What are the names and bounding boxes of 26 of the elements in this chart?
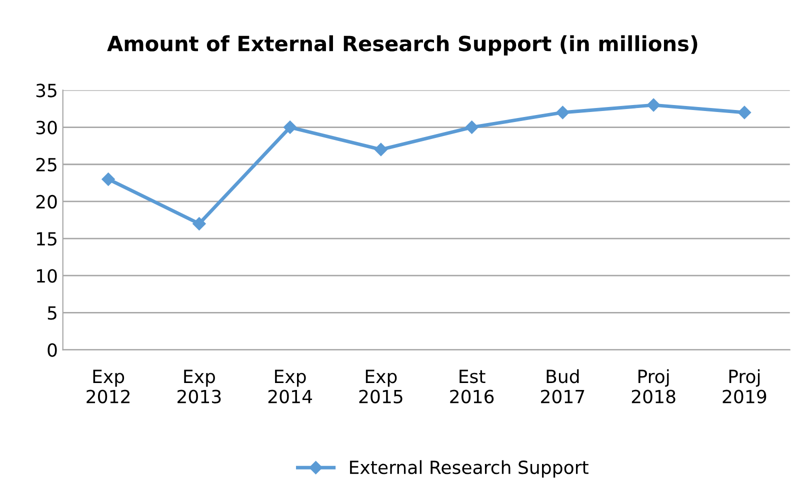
x-tick-label: Exp 2013 bbox=[178, 370, 221, 404]
point bbox=[556, 106, 570, 120]
legend-label: External Research Support bbox=[350, 460, 588, 478]
point bbox=[738, 106, 752, 120]
y-tick-label: 30 bbox=[36, 120, 57, 134]
y-tick-label: 15 bbox=[37, 232, 56, 246]
point bbox=[374, 142, 388, 156]
point bbox=[646, 98, 660, 112]
y-tick-label: 25 bbox=[36, 158, 56, 172]
point bbox=[102, 172, 115, 186]
x-tick-label: Exp 2012 bbox=[86, 370, 130, 404]
point bbox=[192, 217, 206, 230]
point bbox=[465, 120, 478, 134]
y-tick-label: 10 bbox=[37, 269, 57, 283]
y-tick-label: 35 bbox=[36, 84, 56, 98]
x-tick-label: Est 2016 bbox=[450, 370, 494, 404]
y-tick-label: 0 bbox=[48, 343, 57, 357]
x-tick-label: Exp 2015 bbox=[359, 370, 402, 404]
x-tick-label: Exp 2014 bbox=[268, 370, 312, 404]
x-tick-label: Bud 2017 bbox=[541, 369, 584, 404]
chart-title: Amount of External Research Support (in millions) bbox=[107, 35, 698, 56]
y-tick-label: 20 bbox=[36, 194, 57, 209]
x-tick-label: Proj 2018 bbox=[632, 369, 676, 404]
y-tick-label: 5 bbox=[48, 306, 56, 320]
point bbox=[283, 120, 297, 134]
x-tick-label: Proj 2019 bbox=[722, 369, 766, 404]
